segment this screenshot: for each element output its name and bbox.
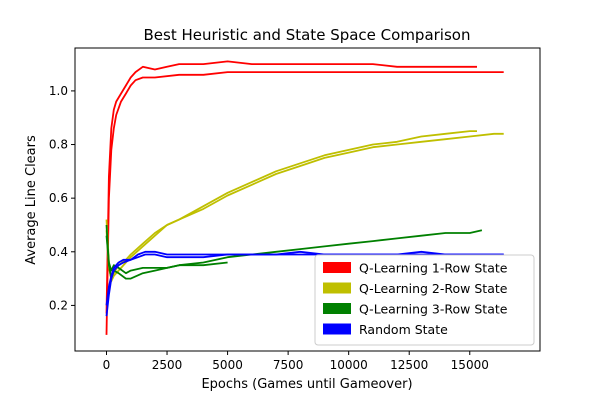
chart-title: Best Heuristic and State Space Compariso… — [144, 26, 471, 44]
y-axis-label: Average Line Clears — [24, 135, 39, 265]
x-tick-label: 15000 — [451, 358, 489, 372]
x-tick-label: 0 — [103, 358, 111, 372]
legend-swatch — [323, 282, 351, 294]
y-tick-label: 0.4 — [49, 245, 68, 259]
series-line-4-run-2 — [105, 250, 504, 306]
x-tick-label: 10000 — [330, 358, 368, 372]
y-axis: 0.2 0.4 0.6 0.8 1.0 — [49, 84, 75, 312]
series-line-2-run-2 — [105, 132, 504, 283]
x-axis: 0 2500 5000 7500 10000 12500 15000 — [103, 351, 489, 372]
series-line-3-run-2 — [105, 235, 228, 275]
series-line-1-run-1 — [105, 60, 477, 314]
legend-label: Random State — [359, 322, 448, 337]
legend-swatch — [323, 323, 351, 335]
x-tick-label: 5000 — [212, 358, 243, 372]
axes-frame — [74, 47, 541, 352]
y-tick-label: 0.6 — [49, 191, 68, 205]
legend-label: Q-Learning 3-Row State — [359, 302, 508, 317]
x-tick-label: 2500 — [152, 358, 183, 372]
legend-swatch — [323, 262, 351, 273]
legend-label: Q-Learning 1-Row State — [359, 261, 508, 276]
y-tick-label: 1.0 — [49, 84, 68, 98]
series-line-1-run-2 — [105, 71, 504, 335]
series-line-3-run-1 — [105, 224, 483, 280]
x-tick-label: 12500 — [390, 358, 428, 372]
x-tick-label: 7500 — [273, 358, 304, 372]
y-tick-label: 0.8 — [49, 138, 68, 152]
legend-label: Q-Learning 2-Row State — [359, 281, 508, 296]
legend-swatch — [323, 303, 351, 314]
legend-box — [314, 254, 535, 346]
x-axis-label: Epochs (Games until Gameover) — [201, 377, 412, 392]
chart-legend: Q-Learning 1-Row State Q-Learning 2-Row S… — [314, 254, 535, 346]
y-tick-label: 0.2 — [49, 298, 68, 312]
